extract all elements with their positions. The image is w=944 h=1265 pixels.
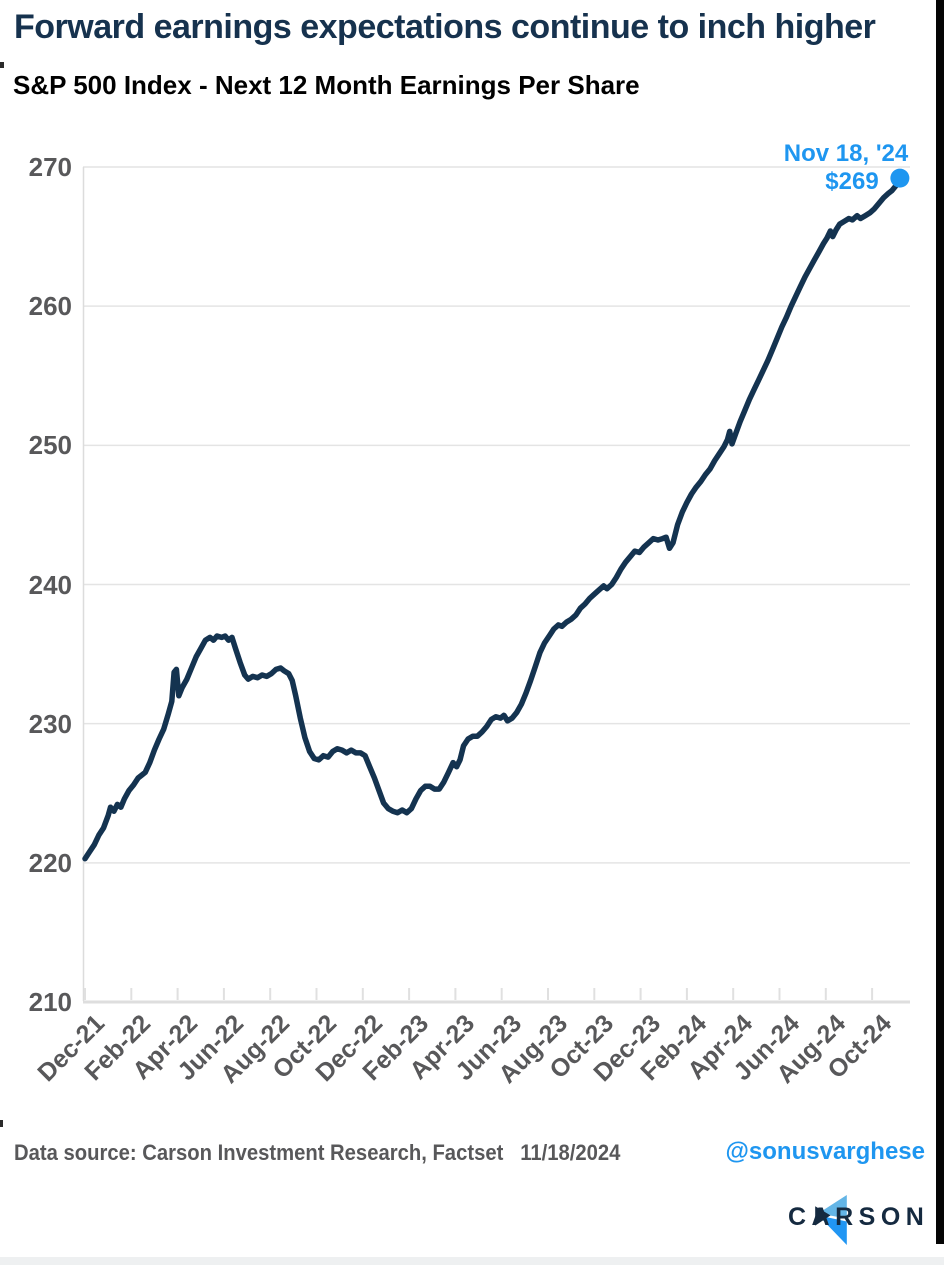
page-title: Forward earnings expectations continue t… xyxy=(14,8,876,46)
data-source-text: Data source: Carson Investment Research,… xyxy=(14,1140,621,1165)
y-tick-label: 220 xyxy=(28,847,72,878)
carson-logo-icon xyxy=(815,1195,847,1245)
author-handle: @sonusvarghese xyxy=(725,1138,925,1165)
endpoint-date-annotation: Nov 18, '24 xyxy=(783,140,909,167)
y-tick-label: 250 xyxy=(28,430,72,461)
y-tick-label: 210 xyxy=(28,987,72,1017)
carson-logo-wordmark: CARSON xyxy=(788,1203,930,1231)
y-tick-label: 240 xyxy=(28,569,72,600)
edge-artifact xyxy=(0,1120,3,1127)
chart-subtitle: S&P 500 Index - Next 12 Month Earnings P… xyxy=(13,70,640,100)
right-border-bar xyxy=(936,0,944,1244)
endpoint-value-annotation: $269 xyxy=(825,168,879,195)
y-tick-label: 260 xyxy=(28,291,72,322)
y-tick-label: 230 xyxy=(28,708,72,739)
y-tick-label: 270 xyxy=(28,152,72,182)
edge-artifact xyxy=(0,62,4,68)
bottom-border-strip xyxy=(0,1257,944,1265)
